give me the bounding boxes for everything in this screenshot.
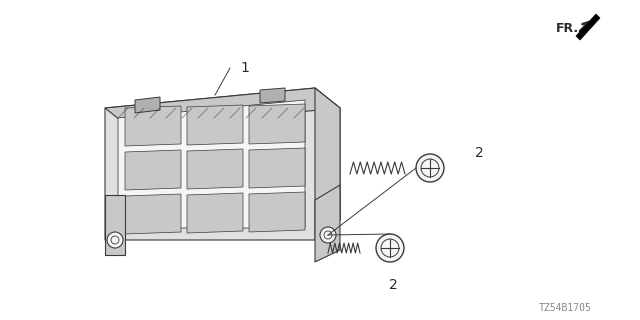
Polygon shape — [187, 193, 243, 233]
FancyArrowPatch shape — [580, 22, 589, 31]
Polygon shape — [249, 104, 305, 144]
Text: 2: 2 — [388, 278, 397, 292]
Polygon shape — [135, 97, 160, 113]
Circle shape — [416, 154, 444, 182]
Polygon shape — [125, 106, 181, 146]
Text: FR.: FR. — [556, 21, 579, 35]
Polygon shape — [187, 105, 243, 145]
Polygon shape — [187, 149, 243, 189]
Polygon shape — [576, 14, 600, 40]
Text: TZ54B1705: TZ54B1705 — [539, 303, 591, 313]
Polygon shape — [249, 192, 305, 232]
Text: 1: 1 — [240, 61, 249, 75]
Polygon shape — [105, 195, 125, 255]
Text: 2: 2 — [475, 146, 484, 160]
Polygon shape — [125, 150, 181, 190]
Polygon shape — [249, 148, 305, 188]
Circle shape — [376, 234, 404, 262]
Circle shape — [107, 232, 123, 248]
Polygon shape — [105, 88, 340, 128]
Polygon shape — [118, 100, 305, 228]
Polygon shape — [315, 88, 340, 240]
Polygon shape — [105, 88, 340, 240]
Polygon shape — [125, 194, 181, 234]
Circle shape — [320, 227, 336, 243]
Polygon shape — [260, 88, 285, 103]
Polygon shape — [315, 185, 340, 262]
